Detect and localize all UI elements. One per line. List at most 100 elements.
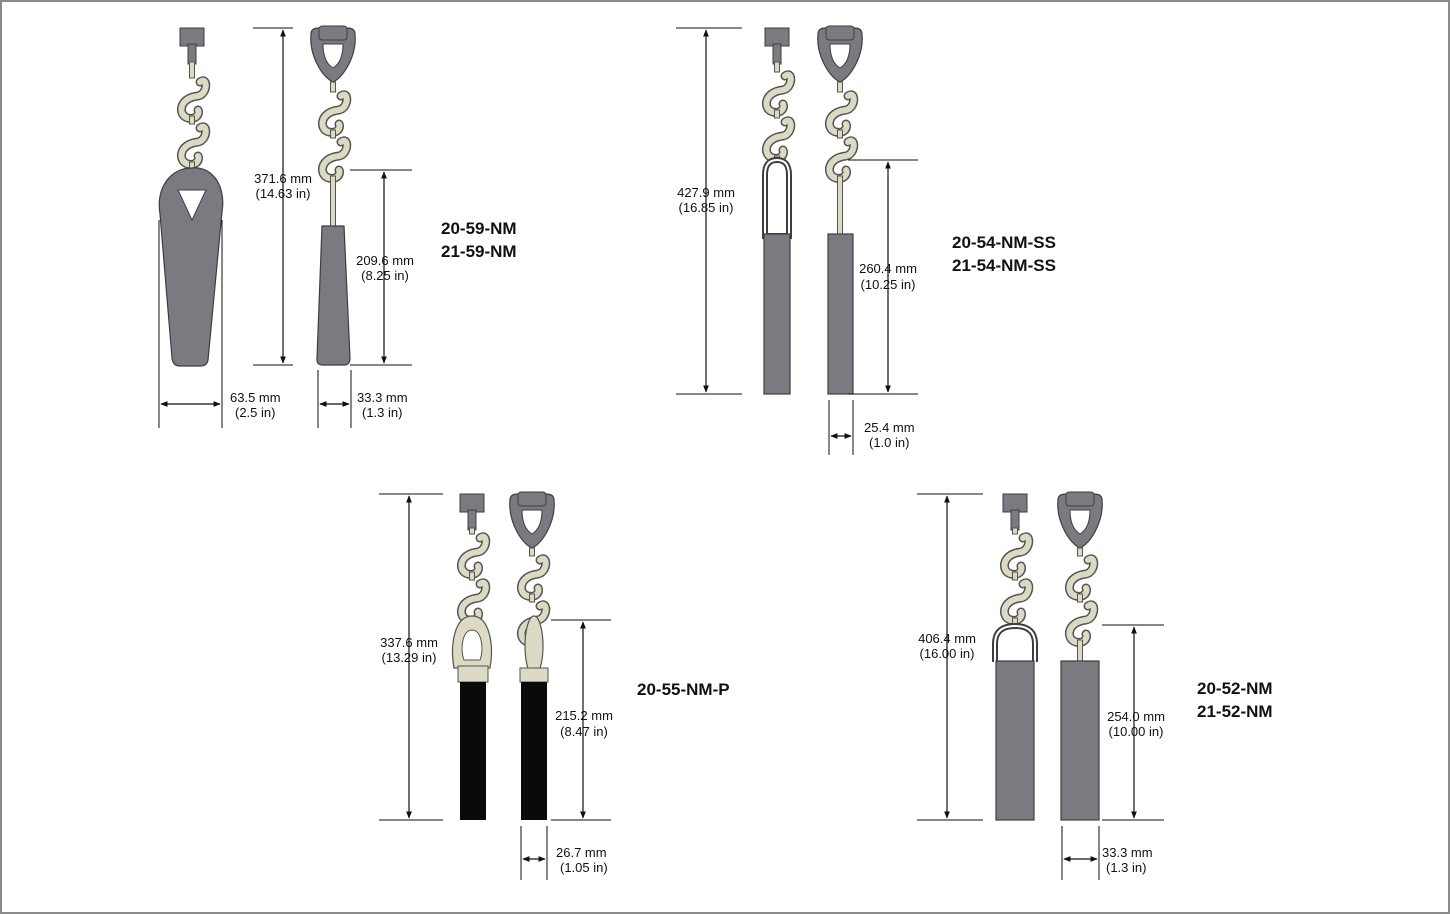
partial-length-mm: 215.2 mm [555,708,613,723]
dimension-lines [158,27,412,428]
width-b-mm: 33.3 mm [357,390,408,405]
link-rod [1012,571,1018,581]
s-hook [457,532,491,579]
partial-length-in: (8.25 in) [361,268,409,283]
model-number: 21-54-NM-SS [952,256,1056,275]
width-a-in: (2.5 in) [235,405,275,420]
dimension-lines [917,493,1164,880]
partial-length-in: (10.00 in) [1109,724,1164,739]
tee-hanger [1002,493,1028,531]
link-rod [330,129,336,139]
weight-group-54: 427.9 mm (16.85 in) 260.4 mm (10.25 in) … [676,25,1056,455]
link-rod [469,527,475,535]
tee-hanger [459,493,485,531]
link-rod [330,81,336,93]
link-rod [837,129,843,139]
weight-figure-a [762,27,796,395]
clip-cap [457,665,489,683]
s-hook [177,122,211,169]
s-hook [762,116,796,163]
bar-weight [827,233,854,395]
overall-length-mm: 337.6 mm [380,635,438,650]
width-b-mm: 25.4 mm [864,420,915,435]
loop-bail [992,622,1038,662]
link-rod [1077,547,1083,557]
partial-length-mm: 209.6 mm [356,253,414,268]
overall-length-in: (16.00 in) [920,646,975,661]
model-number: 20-54-NM-SS [952,233,1056,252]
loop-bail [994,624,1036,662]
link-rod [837,81,843,93]
overall-length-in: (13.29 in) [382,650,437,665]
s-hook [825,136,859,183]
overall-length-in: (14.63 in) [256,186,311,201]
link-rod [837,175,843,237]
weight-group-55: 337.6 mm (13.29 in) 215.2 mm (8.47 in) 2… [379,491,730,880]
model-number: 20-52-NM [1197,679,1273,698]
link-rod [1077,593,1083,603]
width-b-in: (1.0 in) [869,435,909,450]
overall-length-mm: 371.6 mm [254,171,312,186]
link-rod [189,61,195,79]
width-b-in: (1.3 in) [362,405,402,420]
bar-weight [1060,660,1100,821]
overall-length-mm: 427.9 mm [677,185,735,200]
link-rod [529,547,535,557]
dimension-lines [676,27,918,455]
s-hook [825,90,859,137]
weight-group-59: 371.6 mm (14.63 in) 209.6 mm (8.25 in) 6… [158,25,517,428]
ring-hanger [817,25,863,83]
bar-weight [316,225,351,366]
s-hook [517,554,551,601]
model-number: 20-55-NM-P [637,680,730,699]
bar-weight [763,233,791,395]
s-hook [318,136,352,183]
s-hook [457,578,491,625]
link-rod [774,109,780,119]
weight-figure-a [992,493,1038,821]
ring-hanger [1057,491,1103,549]
ring-clip-eye [461,629,483,661]
weight-figure-b [1057,491,1103,821]
weight-figure-b [817,25,863,395]
link-rod [1012,527,1018,535]
model-number: 20-59-NM [441,219,517,238]
s-hook [318,90,352,137]
weight-figure-a [158,27,224,367]
weight-figure-a [451,493,493,820]
link-rod [189,115,195,125]
bar-weight [995,660,1035,821]
s-hook [1065,554,1099,601]
partial-length-mm: 254.0 mm [1107,709,1165,724]
weight-eye [177,189,207,222]
width-b-in: (1.05 in) [560,860,608,875]
width-b-mm: 33.3 mm [1102,845,1153,860]
plastic-weight [460,682,486,820]
partial-length-in: (10.25 in) [861,277,916,292]
model-number: 21-59-NM [441,242,517,261]
s-hook [762,70,796,117]
plastic-weight [521,682,547,820]
dimension-lines [379,493,611,880]
overall-length-mm: 406.4 mm [918,631,976,646]
s-hook [177,76,211,123]
ring-hanger [509,491,555,549]
clip-cap [519,667,549,683]
width-a-mm: 63.5 mm [230,390,281,405]
link-rod [469,571,475,581]
s-hook [1065,600,1099,647]
weight-figure-b [310,25,356,366]
width-b-mm: 26.7 mm [556,845,607,860]
loop-bail [764,158,790,237]
link-rod [774,61,780,73]
s-hook [1000,532,1034,579]
tee-hanger [179,27,205,65]
partial-length-in: (8.47 in) [560,724,608,739]
ring-hanger [310,25,356,83]
link-rod [529,593,535,603]
partial-length-mm: 260.4 mm [859,261,917,276]
overall-length-in: (16.85 in) [679,200,734,215]
tee-hanger [764,27,790,65]
